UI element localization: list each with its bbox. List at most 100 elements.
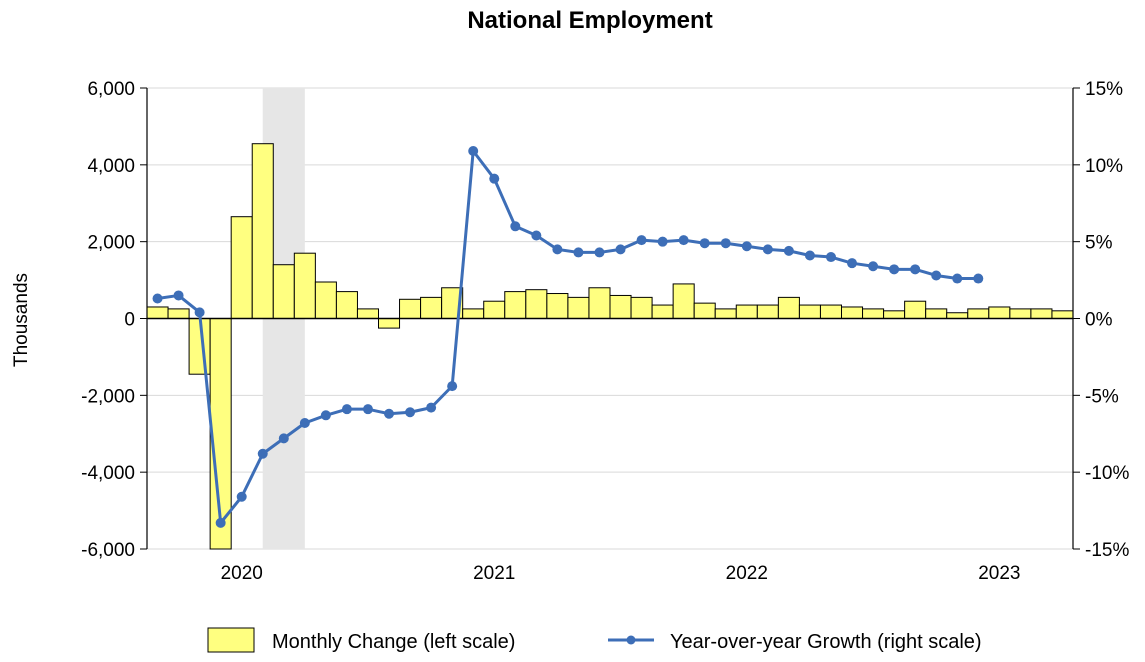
legend: Monthly Change (left scale) Year-over-ye… — [207, 627, 982, 653]
bar — [335, 291, 358, 320]
growth-point — [510, 221, 521, 232]
growth-point — [889, 264, 900, 275]
y-tick-label-left: -2,000 — [81, 386, 135, 407]
growth-point — [257, 448, 268, 459]
growth-point — [320, 410, 331, 421]
x-tick-label: 2023 — [978, 563, 1020, 584]
growth-point — [447, 381, 458, 392]
axes — [140, 87, 1080, 550]
y-tick-label-right: 5% — [1085, 233, 1113, 254]
bar — [567, 296, 590, 319]
bar — [504, 291, 527, 320]
bar — [1051, 310, 1074, 320]
growth-point — [783, 245, 794, 256]
bar — [462, 308, 485, 320]
growth-point — [531, 230, 542, 241]
legend-bar-label: Monthly Change (left scale) — [272, 631, 515, 653]
bar — [420, 296, 443, 319]
growth-point — [973, 273, 984, 284]
bar — [356, 308, 380, 320]
growth-point — [868, 261, 879, 272]
bar — [293, 252, 316, 319]
bar — [272, 264, 295, 320]
growth-point — [847, 258, 858, 269]
bar — [546, 293, 569, 320]
y-tick-label-left: -6,000 — [81, 540, 135, 561]
growth-point — [468, 146, 479, 157]
bar — [819, 304, 842, 320]
growth-point — [489, 173, 500, 184]
bar — [314, 281, 337, 320]
legend-line-marker — [626, 635, 636, 645]
growth-point — [426, 402, 437, 413]
y-tick-label-right: -15% — [1085, 540, 1129, 561]
bar — [735, 304, 758, 320]
y-axis-label-left: Thousands — [11, 273, 32, 367]
x-tick-label: 2021 — [473, 563, 515, 584]
bar — [399, 298, 422, 319]
bar — [756, 304, 779, 320]
bar — [1009, 308, 1032, 320]
bar — [841, 306, 864, 320]
growth-point — [931, 270, 942, 281]
bar — [714, 308, 737, 320]
bar — [146, 306, 169, 320]
growth-point — [405, 407, 416, 418]
growth-point — [636, 235, 647, 246]
growth-point — [804, 250, 815, 261]
growth-point — [825, 252, 836, 263]
growth-point — [236, 491, 247, 502]
growth-point — [299, 417, 310, 428]
growth-point — [952, 273, 963, 284]
y-tick-label-left: 4,000 — [87, 156, 135, 177]
bar — [167, 308, 190, 320]
growth-point — [215, 517, 226, 528]
chart-title: National Employment — [467, 7, 712, 34]
y-tick-label-left: 6,000 — [87, 79, 135, 100]
y-tick-label-right: 0% — [1085, 310, 1113, 331]
growth-point — [741, 241, 752, 252]
bar — [777, 296, 800, 319]
growth-point — [720, 238, 731, 249]
growth-point — [699, 238, 710, 249]
growth-point — [384, 408, 395, 419]
bar — [1030, 308, 1053, 320]
bar — [988, 306, 1011, 320]
growth-point — [678, 235, 689, 246]
growth-point — [362, 404, 373, 415]
bar — [946, 312, 969, 319]
bar — [904, 300, 927, 319]
bar — [672, 283, 695, 319]
growth-point — [615, 244, 626, 255]
bar — [693, 302, 716, 319]
line-series — [152, 146, 984, 528]
bar — [588, 287, 611, 319]
bar — [862, 308, 885, 320]
growth-point — [594, 247, 605, 258]
growth-line — [157, 149, 979, 525]
tick-labels: 6,000 15% 4,000 10% 2,000 5% 0 0% -2,000 -5% -4,00… — [81, 79, 1129, 584]
growth-point — [341, 404, 352, 415]
growth-point — [552, 244, 563, 255]
bar — [925, 308, 948, 320]
growth-point — [194, 307, 205, 318]
y-tick-label-left: 0 — [124, 310, 135, 331]
y-tick-label-left: 2,000 — [87, 233, 135, 254]
legend-bar-swatch — [207, 627, 255, 653]
bar — [630, 296, 653, 319]
bar — [251, 143, 274, 319]
bar — [525, 289, 548, 319]
x-tick-label: 2022 — [726, 563, 768, 584]
legend-line-label: Year-over-year Growth (right scale) — [670, 631, 982, 653]
growth-point — [762, 244, 773, 255]
growth-point — [278, 433, 289, 444]
y-tick-label-right: -10% — [1085, 463, 1129, 484]
bar — [230, 216, 253, 319]
y-tick-label-right: -5% — [1085, 386, 1119, 407]
bar — [609, 294, 632, 320]
growth-point — [173, 290, 184, 301]
y-tick-label-left: -4,000 — [81, 463, 135, 484]
growth-point — [573, 247, 584, 258]
